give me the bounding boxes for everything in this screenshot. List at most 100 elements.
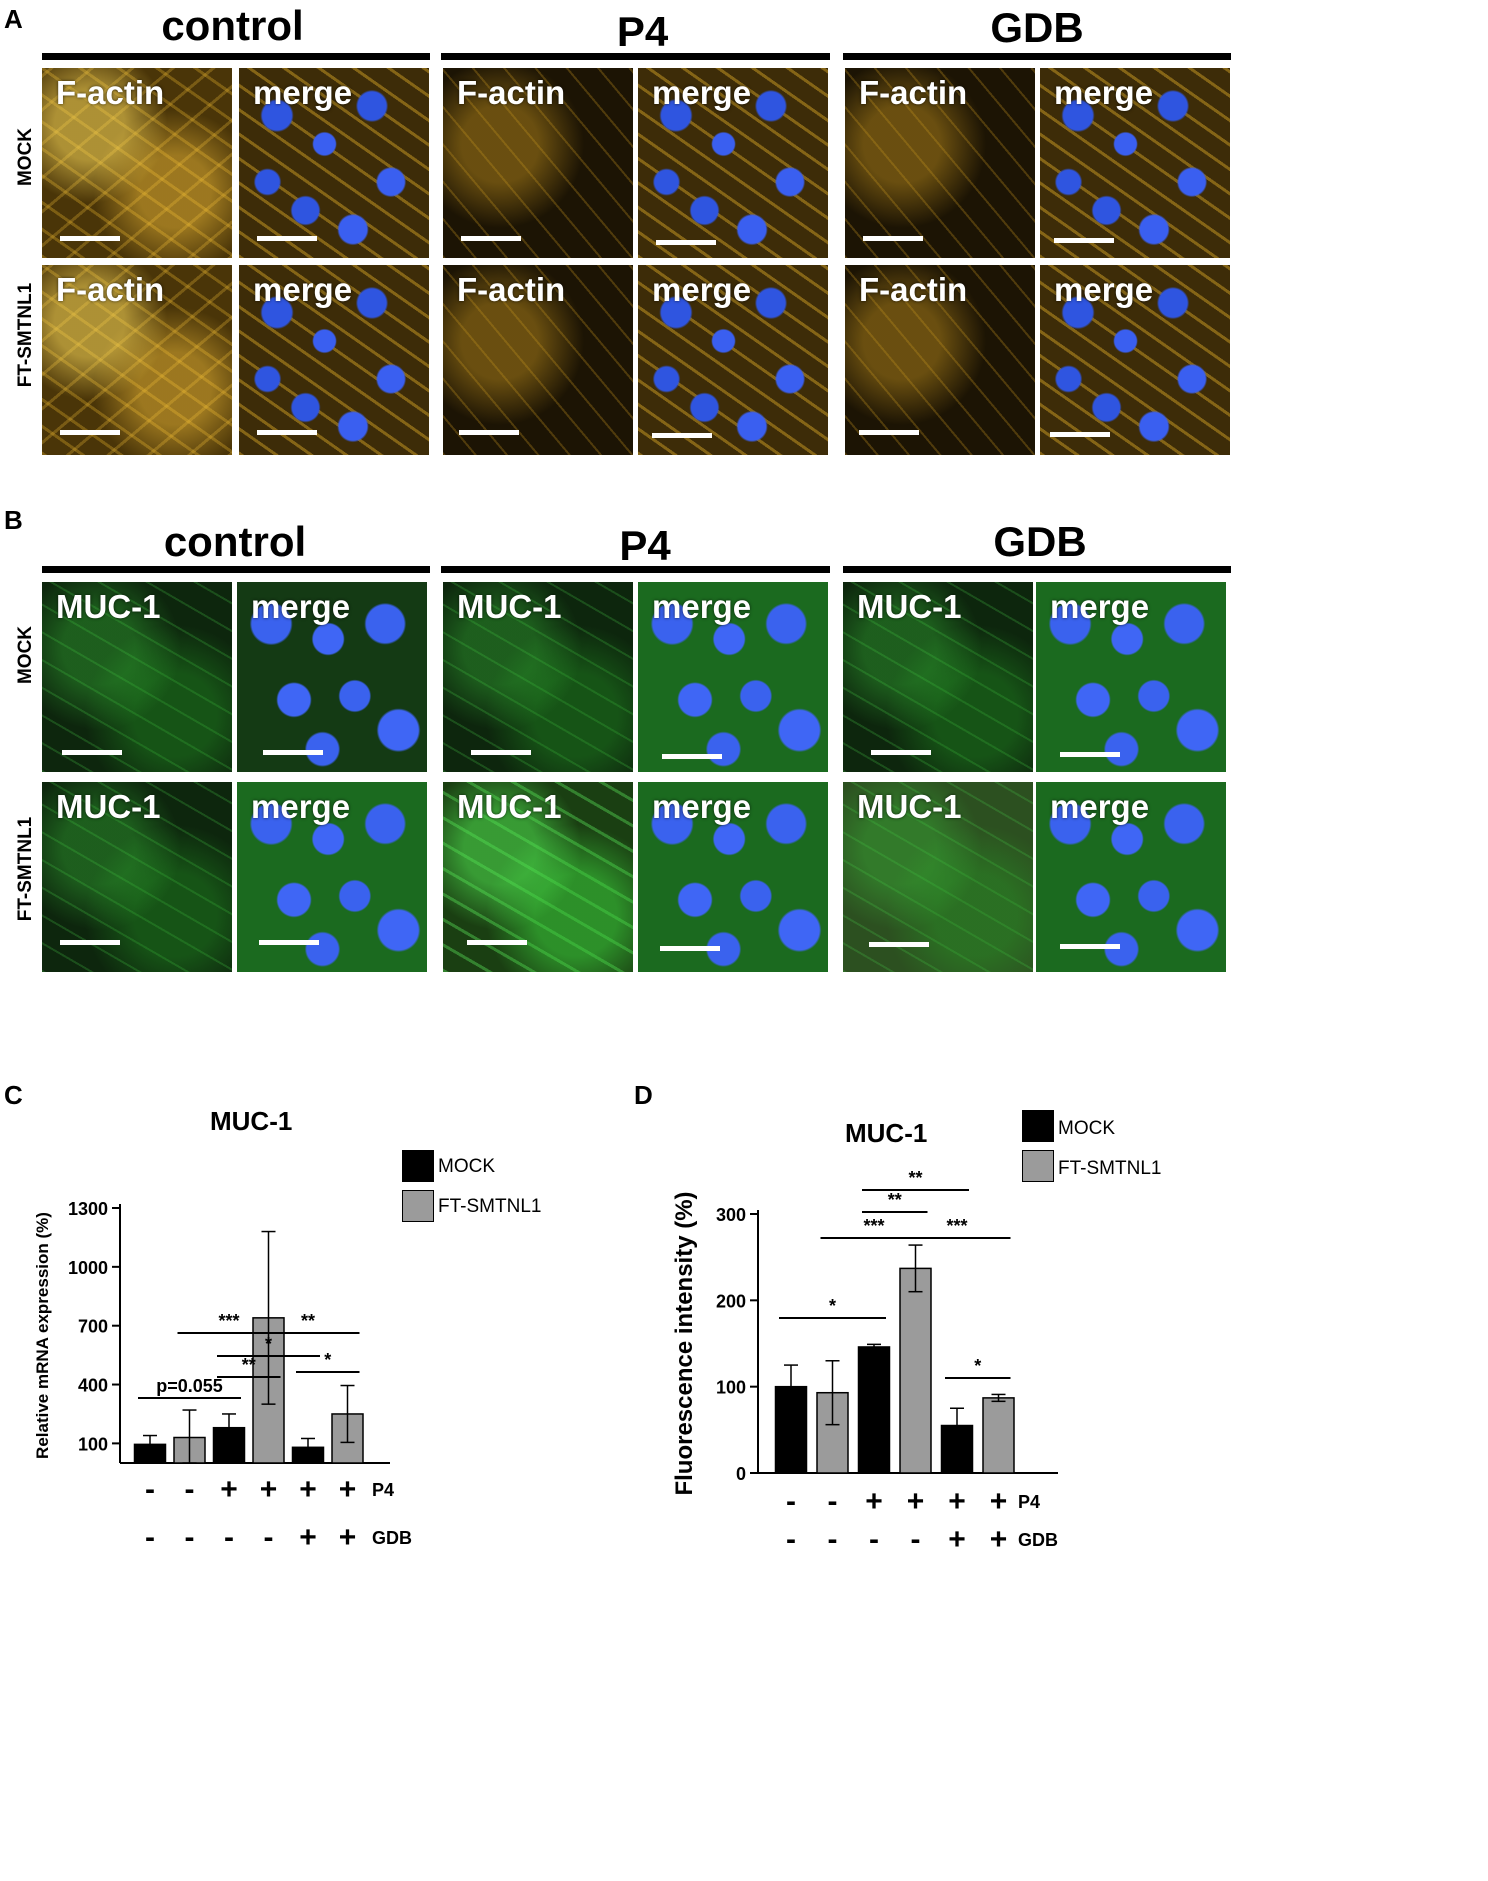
- panel-b-row-label-ft-smtnl1: FT-SMTNL1: [15, 816, 36, 922]
- significance-label: *: [265, 1334, 272, 1354]
- panel-a-image-p4-ft-factin: F-actin: [443, 265, 633, 455]
- y-tick-label: 700: [78, 1317, 108, 1337]
- panel-a-letter: A: [4, 4, 23, 34]
- condition-sign: +: [260, 1473, 278, 1506]
- y-tick-label: 200: [716, 1291, 746, 1311]
- image-label: MUC-1: [857, 788, 962, 825]
- scale-bar: [257, 236, 317, 241]
- image-label: MUC-1: [457, 788, 562, 825]
- image-label: F-actin: [859, 271, 968, 308]
- panel-a-image-control-mock-merge: merge: [239, 68, 429, 258]
- image-label: merge: [1054, 74, 1154, 111]
- panel-b-image-p4-ft-muc1: MUC-1: [443, 782, 633, 972]
- scale-bar: [656, 240, 716, 245]
- y-tick-label: 1000: [68, 1258, 108, 1278]
- panel-a-row-label-ft-smtnl1: FT-SMTNL1: [15, 282, 36, 388]
- y-axis-label: Relative mRNA expression (%): [33, 1212, 52, 1459]
- significance-label: **: [888, 1190, 902, 1210]
- panel-a-image-p4-mock-merge: merge: [638, 68, 828, 258]
- panel-b-image-p4-ft-merge: merge: [638, 782, 828, 972]
- condition-sign: -: [224, 1521, 234, 1554]
- panel-a-group-rule-p4: [441, 53, 830, 60]
- condition-sign: +: [299, 1521, 317, 1554]
- image-label: F-actin: [457, 74, 566, 111]
- panel-b-image-gdb-ft-muc1: MUC-1: [843, 782, 1033, 972]
- condition-sign: -: [264, 1521, 274, 1554]
- y-tick-label: 400: [78, 1376, 108, 1396]
- image-label: F-actin: [56, 271, 165, 308]
- image-label: MUC-1: [857, 588, 962, 625]
- panel-a-image-control-ft-merge: merge: [239, 265, 429, 455]
- y-tick-label: 300: [716, 1205, 746, 1225]
- scale-bar: [1050, 432, 1110, 437]
- panel-b-image-control-ft-muc1: MUC-1: [42, 782, 232, 972]
- panel-c-letter: C: [4, 1080, 23, 1110]
- chart-d-title: MUC-1: [845, 1118, 928, 1148]
- condition-label: P4: [1018, 1492, 1040, 1512]
- panel-b-row-label-mock: MOCK: [15, 625, 36, 685]
- panel-b-group-rule-p4: [441, 566, 830, 573]
- image-label: F-actin: [457, 271, 566, 308]
- condition-sign: +: [990, 1485, 1008, 1518]
- panel-a-group-rule-gdb: [843, 53, 1231, 60]
- condition-sign: -: [869, 1523, 879, 1556]
- panel-d-letter: D: [634, 1080, 653, 1110]
- condition-sign: -: [145, 1521, 155, 1554]
- significance-label: *: [829, 1296, 836, 1316]
- y-tick-label: 100: [78, 1434, 108, 1454]
- chart-c-title: MUC-1: [210, 1106, 293, 1136]
- panel-a-image-p4-mock-factin: F-actin: [443, 68, 633, 258]
- scale-bar: [652, 433, 712, 438]
- panel-a-image-gdb-ft-factin: F-actin: [845, 265, 1035, 455]
- image-label: F-actin: [859, 74, 968, 111]
- condition-sign: -: [185, 1473, 195, 1506]
- significance-label: *: [974, 1356, 981, 1376]
- condition-sign: -: [786, 1485, 796, 1518]
- image-label: merge: [251, 788, 351, 825]
- panel-b-image-gdb-mock-muc1: MUC-1: [843, 582, 1033, 772]
- significance-label: **: [908, 1168, 922, 1188]
- scale-bar: [871, 750, 931, 755]
- bar: [982, 1397, 1015, 1474]
- panel-b-group-title-p4: P4: [619, 522, 671, 569]
- condition-sign: -: [185, 1521, 195, 1554]
- condition-sign: -: [911, 1523, 921, 1556]
- condition-sign: +: [299, 1473, 317, 1506]
- condition-label: GDB: [1018, 1530, 1058, 1550]
- image-label: merge: [652, 588, 752, 625]
- image-label: merge: [251, 588, 351, 625]
- significance-label: **: [242, 1355, 256, 1375]
- condition-sign: +: [948, 1485, 966, 1518]
- condition-sign: -: [828, 1485, 838, 1518]
- condition-sign: +: [907, 1485, 925, 1518]
- significance-label: ***: [218, 1311, 239, 1331]
- condition-sign: +: [339, 1473, 357, 1506]
- scale-bar: [662, 754, 722, 759]
- panel-b-image-p4-mock-merge: merge: [638, 582, 828, 772]
- condition-sign: +: [339, 1521, 357, 1554]
- panel-b-letter: B: [4, 505, 23, 535]
- panel-b-image-p4-mock-muc1: MUC-1: [443, 582, 633, 772]
- condition-sign: -: [786, 1523, 796, 1556]
- panel-a-image-gdb-ft-merge: merge: [1040, 265, 1230, 455]
- y-axis-label: Fluorescence intensity (%): [671, 1191, 698, 1495]
- scale-bar: [859, 430, 919, 435]
- scale-bar: [863, 236, 923, 241]
- image-label: merge: [253, 74, 353, 111]
- y-tick-label: 0: [736, 1464, 746, 1484]
- significance-label: ***: [946, 1216, 967, 1236]
- chart-d-legend-swatch-ft-smtnl1: [1022, 1150, 1054, 1182]
- panel-b-group-title-control: control: [163, 518, 307, 565]
- condition-label: GDB: [372, 1528, 412, 1548]
- image-label: MUC-1: [56, 588, 161, 625]
- significance-label: **: [301, 1311, 315, 1331]
- chart-c-legend-ft-smtnl1: FT-SMTNL1: [438, 1196, 542, 1217]
- scale-bar: [1054, 238, 1114, 243]
- image-label: MUC-1: [56, 788, 161, 825]
- chart-d-legend-swatch-mock: [1022, 1110, 1054, 1142]
- panel-a-group-title-p4: P4: [616, 8, 669, 55]
- scale-bar: [259, 940, 319, 945]
- panel-b-image-control-ft-merge: merge: [237, 782, 427, 972]
- panel-a-row-label-mock: MOCK: [15, 127, 36, 187]
- significance-label: *: [324, 1350, 331, 1370]
